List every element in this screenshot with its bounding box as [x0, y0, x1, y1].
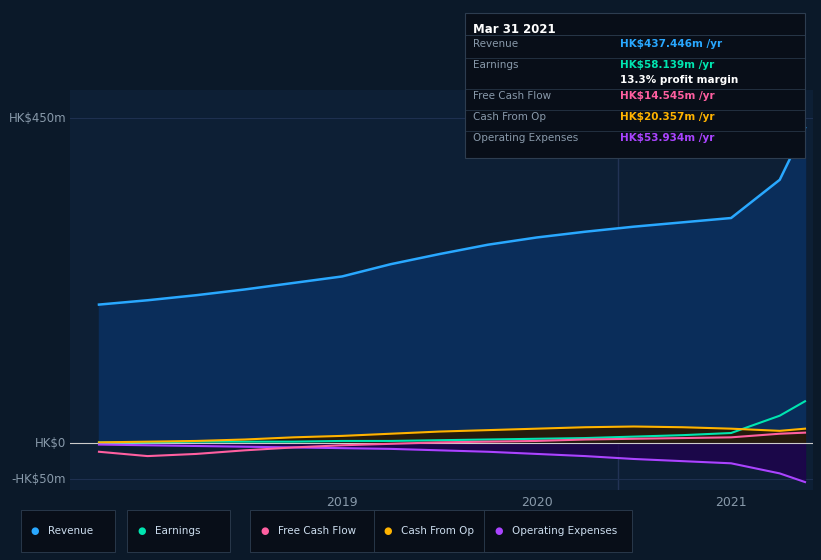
Text: ●: ●	[30, 526, 39, 535]
Text: Operating Expenses: Operating Expenses	[473, 133, 578, 143]
Text: ●: ●	[494, 526, 502, 535]
Text: HK$53.934m /yr: HK$53.934m /yr	[620, 133, 714, 143]
Text: Earnings: Earnings	[473, 60, 519, 70]
Text: HK$58.139m /yr: HK$58.139m /yr	[620, 60, 714, 70]
Text: HK$14.545m /yr: HK$14.545m /yr	[620, 91, 714, 101]
Text: Cash From Op: Cash From Op	[473, 112, 546, 122]
Text: Operating Expenses: Operating Expenses	[512, 526, 617, 535]
Text: ●: ●	[137, 526, 145, 535]
Text: ●: ●	[260, 526, 268, 535]
Text: ●: ●	[383, 526, 392, 535]
Text: 13.3% profit margin: 13.3% profit margin	[620, 75, 738, 85]
Text: HK$0: HK$0	[34, 437, 66, 450]
Text: HK$20.357m /yr: HK$20.357m /yr	[620, 112, 714, 122]
Text: -HK$50m: -HK$50m	[11, 473, 66, 486]
Text: Mar 31 2021: Mar 31 2021	[473, 23, 556, 36]
Text: HK$437.446m /yr: HK$437.446m /yr	[620, 39, 722, 49]
Text: Earnings: Earnings	[155, 526, 200, 535]
Text: Cash From Op: Cash From Op	[401, 526, 475, 535]
Text: Free Cash Flow: Free Cash Flow	[473, 91, 551, 101]
Text: Free Cash Flow: Free Cash Flow	[278, 526, 356, 535]
Text: HK$450m: HK$450m	[8, 112, 66, 125]
Text: Revenue: Revenue	[473, 39, 518, 49]
Text: Revenue: Revenue	[48, 526, 94, 535]
